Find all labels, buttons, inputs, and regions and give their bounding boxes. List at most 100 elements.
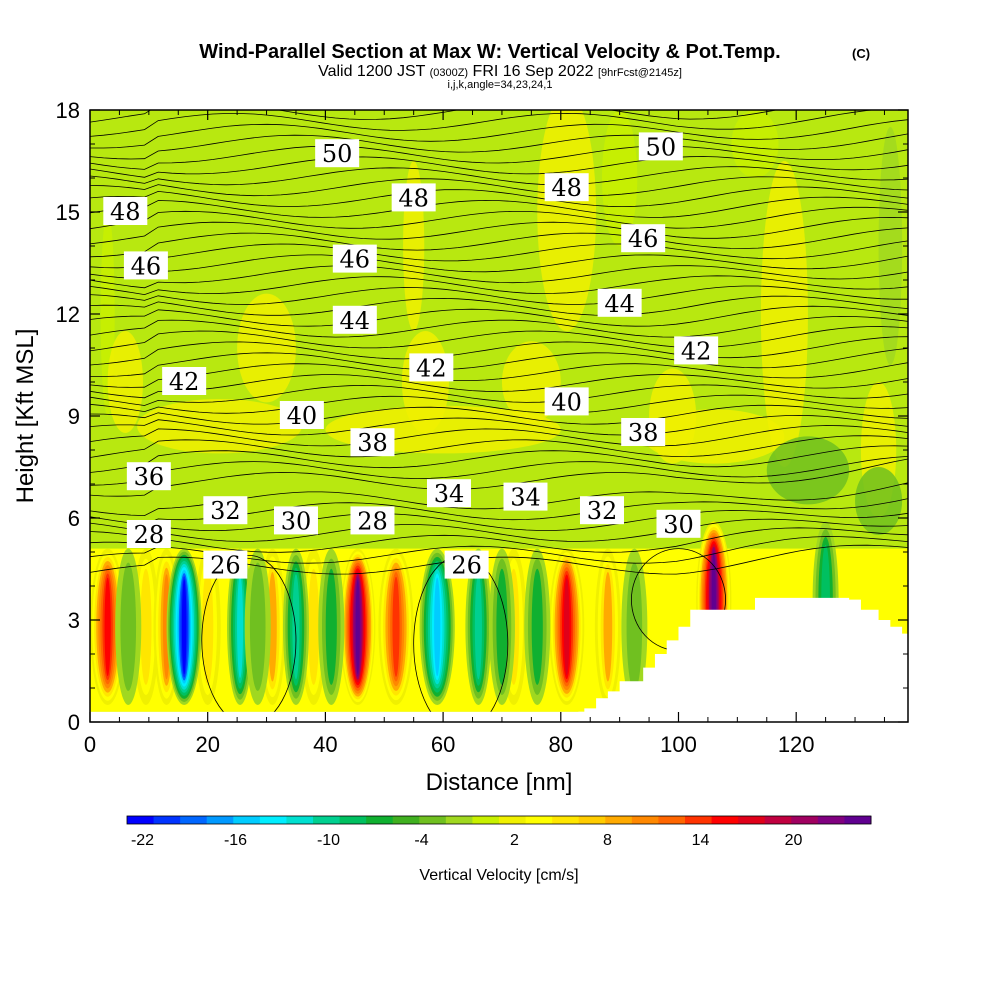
contour-label-text: 46 — [131, 252, 162, 280]
x-axis-label: Distance [nm] — [426, 769, 573, 796]
isentrope-loop-0 — [201, 555, 297, 722]
x-tick-label: 120 — [778, 732, 815, 757]
y-tick-label: 12 — [56, 302, 80, 327]
contour-label-text: 28 — [357, 507, 388, 535]
contour-label-2: 48 — [103, 197, 148, 226]
colorbar-swatch-22 — [711, 816, 739, 824]
y-tick-label: 3 — [68, 608, 80, 633]
isentrope-line-32 — [90, 196, 908, 218]
colorbar-swatch-12 — [445, 816, 473, 824]
colorbar-swatch-26 — [817, 816, 845, 824]
isentrope-line-24 — [90, 285, 908, 305]
colorbar-swatch-23 — [738, 816, 766, 824]
contour-label-text: 26 — [451, 552, 482, 580]
surface-mask — [90, 711, 908, 722]
contour-label-text: 40 — [287, 402, 318, 430]
contour-label-text: 32 — [587, 497, 618, 525]
contour-label-text: 34 — [510, 484, 541, 512]
title-mark: (C) — [852, 46, 870, 61]
contour-label-text: 34 — [434, 480, 465, 508]
velocity-cell-upper-1 — [107, 331, 143, 433]
colorbar-swatch-24 — [764, 816, 792, 824]
isentrope-line-34 — [90, 176, 908, 197]
isentrope-line-3 — [90, 518, 908, 542]
isentrope-line-13 — [90, 404, 908, 425]
contour-label-23: 30 — [656, 509, 701, 539]
contour-label-7: 46 — [621, 224, 666, 253]
colorbar-tick-label: 2 — [510, 832, 519, 849]
velocity-cell-13 — [166, 548, 202, 705]
colorbar-tick-label: -16 — [224, 832, 247, 849]
velocity-cell-12 — [115, 548, 142, 705]
contour-label-19: 34 — [503, 482, 548, 512]
velocity-cell-upper-15 — [731, 110, 779, 178]
contour-labels: 50 50 48 48 48 46 46 46 44 44 42 42 42 40 40 38 38 36 34 34… — [103, 132, 719, 580]
colorbar-swatch-14 — [499, 816, 527, 824]
isentrope-line-20 — [90, 326, 908, 352]
velocity-cell-17 — [318, 548, 345, 705]
velocity-cell-upper-13 — [878, 127, 903, 365]
colorbar-label: Vertical Velocity [cm/s] — [419, 867, 578, 884]
isentrope-line-19 — [90, 336, 908, 366]
velocity-cell-upper-2 — [237, 293, 296, 403]
velocity-cell-22 — [621, 548, 648, 705]
contour-label-9: 44 — [597, 288, 642, 318]
contour-label-25: 28 — [350, 506, 395, 535]
velocity-cell-upper-16 — [766, 436, 850, 505]
colorbar-swatch-11 — [419, 816, 447, 824]
colorbar-swatch-9 — [366, 816, 394, 824]
subtitle-forecast: [9hrFcst@2145z] — [598, 67, 682, 79]
contour-label-text: 30 — [281, 507, 312, 535]
contour-label-text: 32 — [210, 497, 241, 525]
subtitle-zulu: (0300Z) — [430, 67, 469, 79]
colorbar-swatch-4 — [233, 816, 261, 824]
contour-label-27: 26 — [444, 550, 489, 580]
contour-label-text: 42 — [169, 368, 200, 396]
colorbar-tick-label: -10 — [317, 832, 340, 849]
isentrope-line-14 — [90, 394, 908, 414]
velocity-cell-7 — [378, 548, 414, 705]
contour-label-text: 38 — [628, 419, 659, 447]
y-tick-label: 9 — [68, 404, 80, 429]
isentrope-line-25 — [90, 275, 908, 296]
colorbar-swatch-7 — [313, 816, 341, 824]
isentrope-line-30 — [90, 216, 908, 245]
contour-label-text: 44 — [340, 307, 371, 335]
velocity-cell-20 — [488, 548, 515, 705]
isentrope-line-37 — [90, 145, 908, 170]
contour-label-8: 44 — [332, 305, 377, 335]
colorbar-swatch-15 — [525, 816, 553, 824]
isentrope-line-12 — [90, 414, 908, 436]
colorbar-swatch-2 — [180, 816, 208, 824]
x-tick-label: 20 — [195, 732, 219, 757]
colorbar-swatch-20 — [658, 816, 686, 824]
y-tick-label: 0 — [68, 710, 80, 735]
contour-label-3: 48 — [391, 183, 436, 212]
contour-label-1: 50 — [638, 132, 683, 161]
contour-label-text: 50 — [322, 140, 353, 168]
isentrope-line-35 — [90, 166, 908, 186]
isentrope-line-23 — [90, 295, 908, 316]
velocity-cell-upper-5 — [537, 110, 597, 331]
subtitle-valid: Valid 1200 JST — [318, 63, 426, 80]
chart-subtitle: Valid 1200 JST (0300Z) FRI 16 Sep 2022 [… — [318, 63, 682, 80]
isentrope-line-10 — [90, 435, 908, 458]
isentrope-line-2 — [90, 527, 908, 553]
velocity-cell-9 — [549, 548, 585, 705]
plot-area: 50 50 48 48 48 46 46 46 44 44 42 42 42 40 40 38 38 36 34 34… — [90, 88, 908, 722]
contour-label-6: 46 — [332, 244, 377, 274]
isentrope-line-42 — [90, 88, 908, 109]
x-tick-label: 40 — [313, 732, 337, 757]
velocity-cell-6 — [340, 548, 376, 705]
contour-label-text: 28 — [134, 521, 165, 549]
colorbar-swatch-13 — [472, 816, 500, 824]
isentrope-line-26 — [90, 265, 908, 289]
colorbar-frame — [126, 815, 872, 825]
y-tick-label: 18 — [56, 98, 80, 123]
isentrope-line-8 — [90, 456, 908, 486]
isentrope-line-31 — [90, 206, 908, 230]
colorbar-tick-label: 8 — [603, 832, 612, 849]
velocity-cell-18 — [419, 548, 455, 705]
isentrope-line-38 — [90, 133, 908, 160]
colorbar-swatch-0 — [127, 816, 155, 824]
